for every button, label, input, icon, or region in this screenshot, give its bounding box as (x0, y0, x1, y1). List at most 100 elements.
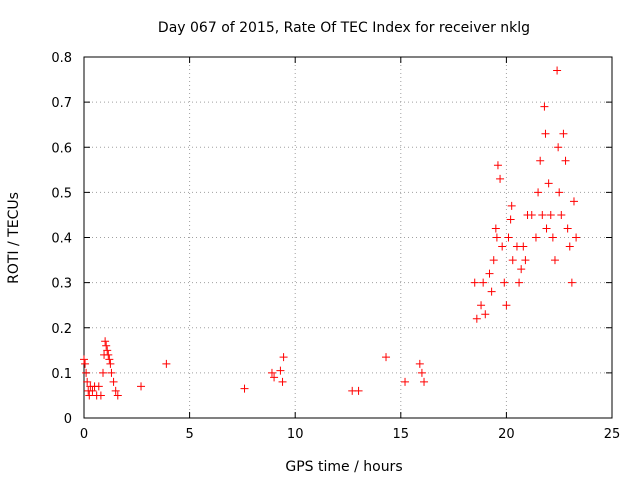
data-point (137, 382, 146, 391)
x-tick-label: 20 (498, 427, 515, 442)
data-point (279, 353, 288, 362)
data-point (104, 350, 113, 359)
data-point (382, 353, 391, 362)
data-point (498, 242, 507, 251)
data-point (491, 224, 500, 233)
data-point (99, 368, 108, 377)
data-point (572, 233, 581, 242)
data-point (544, 179, 553, 188)
data-point (515, 278, 524, 287)
data-point (502, 301, 511, 310)
data-point (555, 188, 564, 197)
data-point (517, 265, 526, 274)
x-tick-label: 10 (287, 427, 304, 442)
data-point (111, 386, 120, 395)
data-point (162, 359, 171, 368)
data-point (479, 278, 488, 287)
data-point (554, 143, 563, 152)
x-tick-label: 25 (604, 427, 621, 442)
data-point (534, 188, 543, 197)
data-point (493, 161, 502, 170)
data-point (540, 102, 549, 111)
data-point (477, 301, 486, 310)
data-point (85, 391, 94, 400)
data-point (270, 373, 279, 382)
data-point (472, 314, 481, 323)
data-point (487, 287, 496, 296)
data-point (492, 233, 501, 242)
y-tick-label: 0 (64, 412, 72, 427)
data-point (94, 382, 103, 391)
data-point (527, 210, 536, 219)
data-point (504, 233, 513, 242)
data-point (538, 210, 547, 219)
data-point (536, 156, 545, 165)
chart-title: Day 067 of 2015, Rate Of TEC Index for r… (158, 20, 530, 36)
data-point (417, 368, 426, 377)
data-point (542, 224, 551, 233)
data-point (105, 355, 114, 364)
y-tick-label: 0.4 (51, 232, 72, 247)
data-point (546, 210, 555, 219)
data-point (531, 233, 540, 242)
x-tick-label: 15 (393, 427, 410, 442)
data-point (103, 346, 112, 355)
y-tick-label: 0.3 (51, 277, 72, 292)
data-point (557, 210, 566, 219)
x-tick-label: 5 (185, 427, 193, 442)
data-point (567, 278, 576, 287)
data-point (496, 174, 505, 183)
data-point (81, 359, 90, 368)
x-axis-label: GPS time / hours (285, 459, 402, 475)
y-tick-label: 0.2 (51, 322, 72, 337)
data-point (550, 256, 559, 265)
data-point (548, 233, 557, 242)
data-point (506, 215, 515, 224)
data-points (80, 66, 581, 400)
y-tick-label: 0.5 (51, 186, 72, 201)
data-point (82, 368, 91, 377)
data-point (88, 386, 97, 395)
y-tick-label: 0.7 (51, 96, 72, 111)
data-point (553, 66, 562, 75)
y-tick-label: 0.6 (51, 141, 72, 156)
data-point (83, 377, 92, 386)
data-point (276, 366, 285, 375)
data-point (569, 197, 578, 206)
y-tick-label: 0.8 (51, 51, 72, 66)
data-point (80, 355, 88, 364)
data-point (240, 384, 249, 393)
y-axis-label: ROTI / TECUs (6, 192, 22, 284)
data-point (101, 337, 110, 346)
data-point (96, 391, 105, 400)
data-point (565, 242, 574, 251)
data-point (113, 391, 122, 400)
plot-frame (83, 56, 613, 419)
data-point (106, 359, 115, 368)
data-point (519, 242, 528, 251)
data-point (415, 359, 424, 368)
data-point (420, 377, 429, 386)
data-point (481, 310, 490, 319)
data-point (109, 377, 118, 386)
data-point (561, 156, 570, 165)
data-point (507, 201, 516, 210)
data-point (489, 256, 498, 265)
data-point (470, 278, 479, 287)
data-point (541, 129, 550, 138)
data-point (485, 269, 494, 278)
data-point (521, 256, 530, 265)
data-point (267, 368, 276, 377)
data-point (354, 386, 363, 395)
data-point (102, 341, 111, 350)
data-point (508, 256, 517, 265)
data-point (559, 129, 568, 138)
data-point (563, 224, 572, 233)
tick-labels: 0 5 10 15 20 25 0 0.1 0.2 0.3 0.4 0.5 0.6 0.7 0.8 (51, 51, 620, 442)
data-point (278, 377, 287, 386)
data-point (107, 368, 116, 377)
x-tick-label: 0 (80, 427, 88, 442)
data-point (401, 377, 410, 386)
y-tick-label: 0.1 (51, 367, 72, 382)
